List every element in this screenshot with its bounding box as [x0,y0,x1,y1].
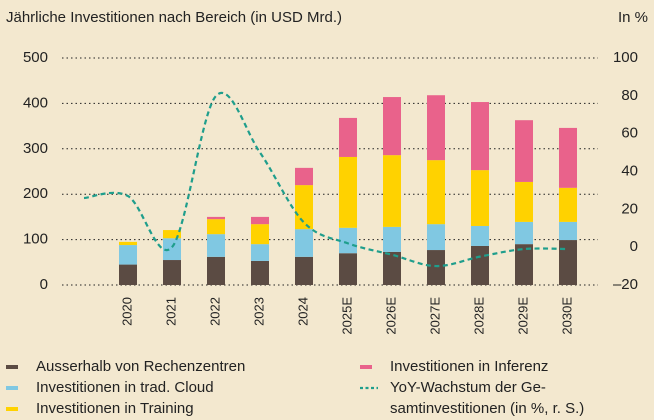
x-tick-label: 2029E [515,297,530,335]
x-tick-label: 2027E [427,297,442,335]
y2-tick-label: –20 [613,276,638,293]
y-tick-label: 0 [40,276,48,293]
bar-segment [163,230,181,239]
y2-tick-label: 80 [621,87,638,104]
bar-segment [471,170,489,226]
bar-segment [559,127,577,188]
bar-segment [427,224,445,251]
bar-segment [515,120,533,182]
bar-segment [339,253,357,285]
bar-segment [251,224,269,245]
bar-segment [559,240,577,285]
x-tick-label: 2020 [119,297,134,326]
bar-segment [383,251,401,285]
bar-segment [207,256,225,285]
legend-label: Investitionen in Training [36,400,194,417]
bar-segment [471,225,489,246]
bar-segment [295,167,313,186]
bar-segment [427,160,445,225]
bar-segment [471,245,489,285]
x-tick-label: 2025E [339,297,354,335]
bar-segment [119,245,137,265]
y2-tick-label: 60 [621,125,638,142]
bar-segment [383,155,401,227]
bar-segment [383,97,401,156]
y-tick-label: 300 [23,140,48,157]
bar-segment [163,260,181,285]
line-series [83,92,569,268]
x-tick-label: 2026E [383,297,398,335]
legend-label: YoY-Wachstum der Ge-samtinvestitionen (i… [390,379,584,417]
bar-segment [427,250,445,285]
bar-segment [207,216,225,220]
bar-segment [559,221,577,241]
bar-segment [163,238,181,261]
bar-segment [119,241,137,246]
y-tick-label: 400 [23,94,48,111]
y2-axis-label: In % [618,9,648,26]
bar-segment [471,102,489,171]
bar-segment [339,227,357,254]
legend-label: Ausserhalb von Rechenzentren [36,358,245,375]
bar-segment [295,229,313,257]
y2-tick-label: 40 [621,162,638,179]
bar-segment [427,95,445,161]
bar-segment [295,256,313,285]
bar-segment [515,244,533,285]
x-tick-label: 2023 [251,297,266,326]
bar-segment [339,156,357,228]
bar-segment [207,234,225,257]
y-tick-label: 100 [23,231,48,248]
chart-title: Jährliche Investitionen nach Bereich (in… [6,9,342,26]
bar-segment [559,187,577,222]
y2-tick-label: 100 [613,49,638,66]
bar-segment [515,221,533,245]
y-tick-label: 200 [23,185,48,202]
legend-label: Investitionen in trad. Cloud [36,379,214,396]
bar-segment [207,219,225,235]
y-tick-label: 500 [23,49,48,66]
bar-segment [251,216,269,225]
bar-segment [295,185,313,230]
x-tick-label: 2021 [163,297,178,326]
bar-segment [119,264,137,285]
x-tick-label: 2024 [295,297,310,326]
y2-tick-label: 20 [621,200,638,217]
y2-tick-label: 0 [630,238,638,255]
legend-label: Investitionen in Inferenz [390,358,548,375]
bar-segment [515,181,533,222]
bar-segment [383,226,401,252]
x-tick-label: 2022 [207,297,222,326]
bar-segment [251,260,269,285]
bar-segment [251,244,269,261]
x-tick-label: 2030E [559,297,574,335]
x-tick-label: 2028E [471,297,486,335]
bar-segment [339,117,357,157]
